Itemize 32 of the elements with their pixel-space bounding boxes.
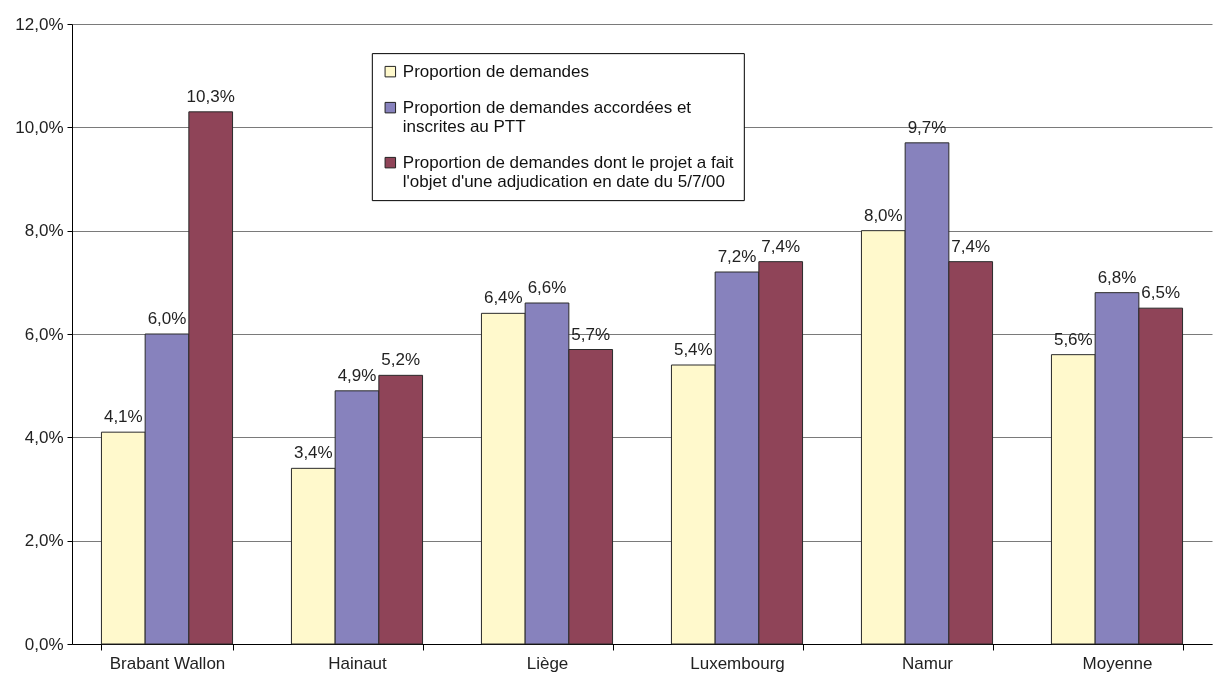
legend-label: Proportion de demandes dont le projet a fait l'objet d'une adjudication en date du 5/7/00 (402, 152, 734, 191)
data-label: 4,1% (103, 407, 143, 427)
data-label: 5,4% (673, 340, 713, 359)
x-tick-label: Hainaut (328, 653, 388, 673)
x-tick-label: Moyenne (1082, 653, 1153, 673)
legend-label: Proportion de demandes (402, 61, 590, 81)
data-label: 6,0% (147, 309, 187, 328)
x-tick-label: Brabant Wallon (109, 653, 226, 673)
data-label: 7,4% (951, 236, 991, 256)
y-tick-label: 6,0% (24, 324, 64, 344)
y-tick-label: 8,0% (24, 221, 64, 241)
x-tick-label: Luxembourg (690, 653, 785, 673)
y-tick-label: 2,0% (24, 531, 64, 551)
y-tick-label: 10,0% (15, 117, 64, 137)
data-label: 5,2% (381, 350, 421, 370)
data-label: 7,2% (717, 247, 757, 266)
data-label: 7,4% (761, 236, 801, 256)
data-label: 6,6% (527, 278, 567, 297)
x-tick-label: Namur (901, 653, 954, 673)
y-tick-label: 0,0% (24, 634, 64, 654)
data-label: 3,4% (293, 443, 333, 463)
data-label: 10,3% (186, 86, 235, 106)
x-tick-label: Liège (526, 653, 569, 673)
data-label: 4,9% (337, 365, 377, 385)
legend-label: Proportion de demandes accordées et inscrites au PTT (402, 97, 692, 136)
data-label: 5,6% (1053, 329, 1093, 349)
data-label: 6,5% (1141, 283, 1181, 303)
data-label: 6,8% (1097, 267, 1137, 287)
data-label: 8,0% (863, 205, 903, 225)
data-label: 6,4% (483, 288, 523, 308)
y-tick-label: 4,0% (24, 427, 64, 447)
y-tick-label: 12,0% (15, 14, 64, 34)
